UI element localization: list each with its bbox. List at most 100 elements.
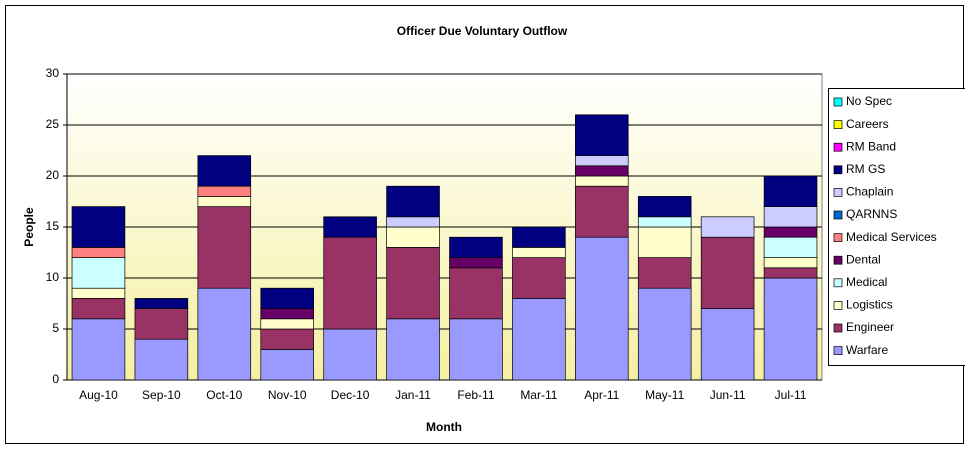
bar-segment [387,186,440,217]
legend-label: No Spec [846,94,892,108]
bar-segment [72,288,125,298]
chart-title: Officer Due Voluntary Outflow [397,24,568,38]
bar-segment [512,298,565,380]
x-tick-label: Nov-10 [268,388,307,402]
legend-label: Chaplain [846,185,893,199]
bar-segment [261,309,314,319]
bar-segment [135,298,188,308]
legend-label: Careers [846,117,889,131]
bar-segment [575,166,628,176]
bar-segment [324,329,377,380]
legend-label: QARNNS [846,207,897,221]
bar-segment [261,349,314,380]
bar-segment [450,268,503,319]
bar-segment [575,115,628,156]
bar-segment [387,227,440,247]
bar-segment [764,237,817,257]
bar-segment [135,309,188,340]
legend-swatch [834,234,842,242]
bar-segment [198,207,251,289]
bar-segment [512,227,565,247]
bar-segment [261,288,314,308]
legend-swatch [834,143,842,151]
bar-segment [575,156,628,166]
bar-segment [764,268,817,278]
x-tick-label: Mar-11 [520,388,557,402]
legend-label: Dental [846,252,881,266]
x-tick-label: Sep-10 [142,388,181,402]
bar-segment [764,258,817,268]
legend-label: Engineer [846,320,894,334]
legend-swatch [834,347,842,355]
bar-segment [638,288,691,380]
x-tick-label: Aug-10 [79,388,118,402]
x-tick-label: Jul-11 [775,388,807,402]
y-tick-label: 25 [46,117,60,131]
bar-segment [701,237,754,308]
bar-segment [198,156,251,187]
bar-segment [198,288,251,380]
legend-swatch [834,98,842,106]
y-tick-label: 20 [46,168,60,182]
bar-segment [701,309,754,380]
bar-segment [764,207,817,227]
legend-swatch [834,211,842,219]
bar-segment [450,258,503,268]
bar-segment [575,176,628,186]
y-tick-label: 30 [46,66,60,80]
bar-segment [261,329,314,349]
legend-label: Warfare [846,343,889,357]
y-tick-label: 15 [46,219,60,233]
y-tick-label: 10 [46,270,60,284]
bar-segment [638,227,691,258]
bar-segment [72,258,125,289]
bar-segment [764,227,817,237]
bar-segment [324,217,377,237]
bar-segment [324,237,377,329]
legend-label: Logistics [846,298,893,312]
bar-segment [72,207,125,248]
legend-label: Medical Services [846,230,937,244]
bar-segment [575,237,628,380]
bar-segment [638,196,691,216]
bar-segment [261,319,314,329]
legend-swatch [834,256,842,264]
x-tick-label: Jun-11 [710,388,746,402]
bar-segment [764,278,817,380]
bar-segment [638,258,691,289]
legend-swatch [834,166,842,174]
legend-swatch [834,279,842,287]
legend-label: Medical [846,275,887,289]
bar-segment [387,247,440,318]
legend-label: RM GS [846,162,885,176]
bar-segment [512,247,565,257]
y-tick-label: 0 [52,372,59,386]
legend-swatch [834,121,842,129]
bar-segment [387,217,440,227]
x-tick-label: Feb-11 [457,388,494,402]
bar-segment [135,339,188,380]
legend-swatch [834,324,842,332]
x-tick-label: Oct-10 [206,388,242,402]
bar-segment [575,186,628,237]
legend-label: RM Band [846,139,896,153]
legend-swatch [834,188,842,196]
bar-segment [450,319,503,380]
x-tick-label: Dec-10 [331,388,370,402]
bar-segment [450,237,503,257]
y-axis-label: People [22,207,36,247]
x-tick-label: Apr-11 [584,388,619,402]
bar-segment [72,298,125,318]
x-tick-label: May-11 [645,388,684,402]
bar-segment [638,217,691,227]
bar-segment [387,319,440,380]
bar-segment [72,247,125,257]
bar-segment [72,319,125,380]
bar-segment [512,258,565,299]
y-tick-label: 5 [52,321,59,335]
x-axis-label: Month [426,420,462,434]
legend-swatch [834,301,842,309]
bar-segment [198,196,251,206]
bar-segment [701,217,754,237]
